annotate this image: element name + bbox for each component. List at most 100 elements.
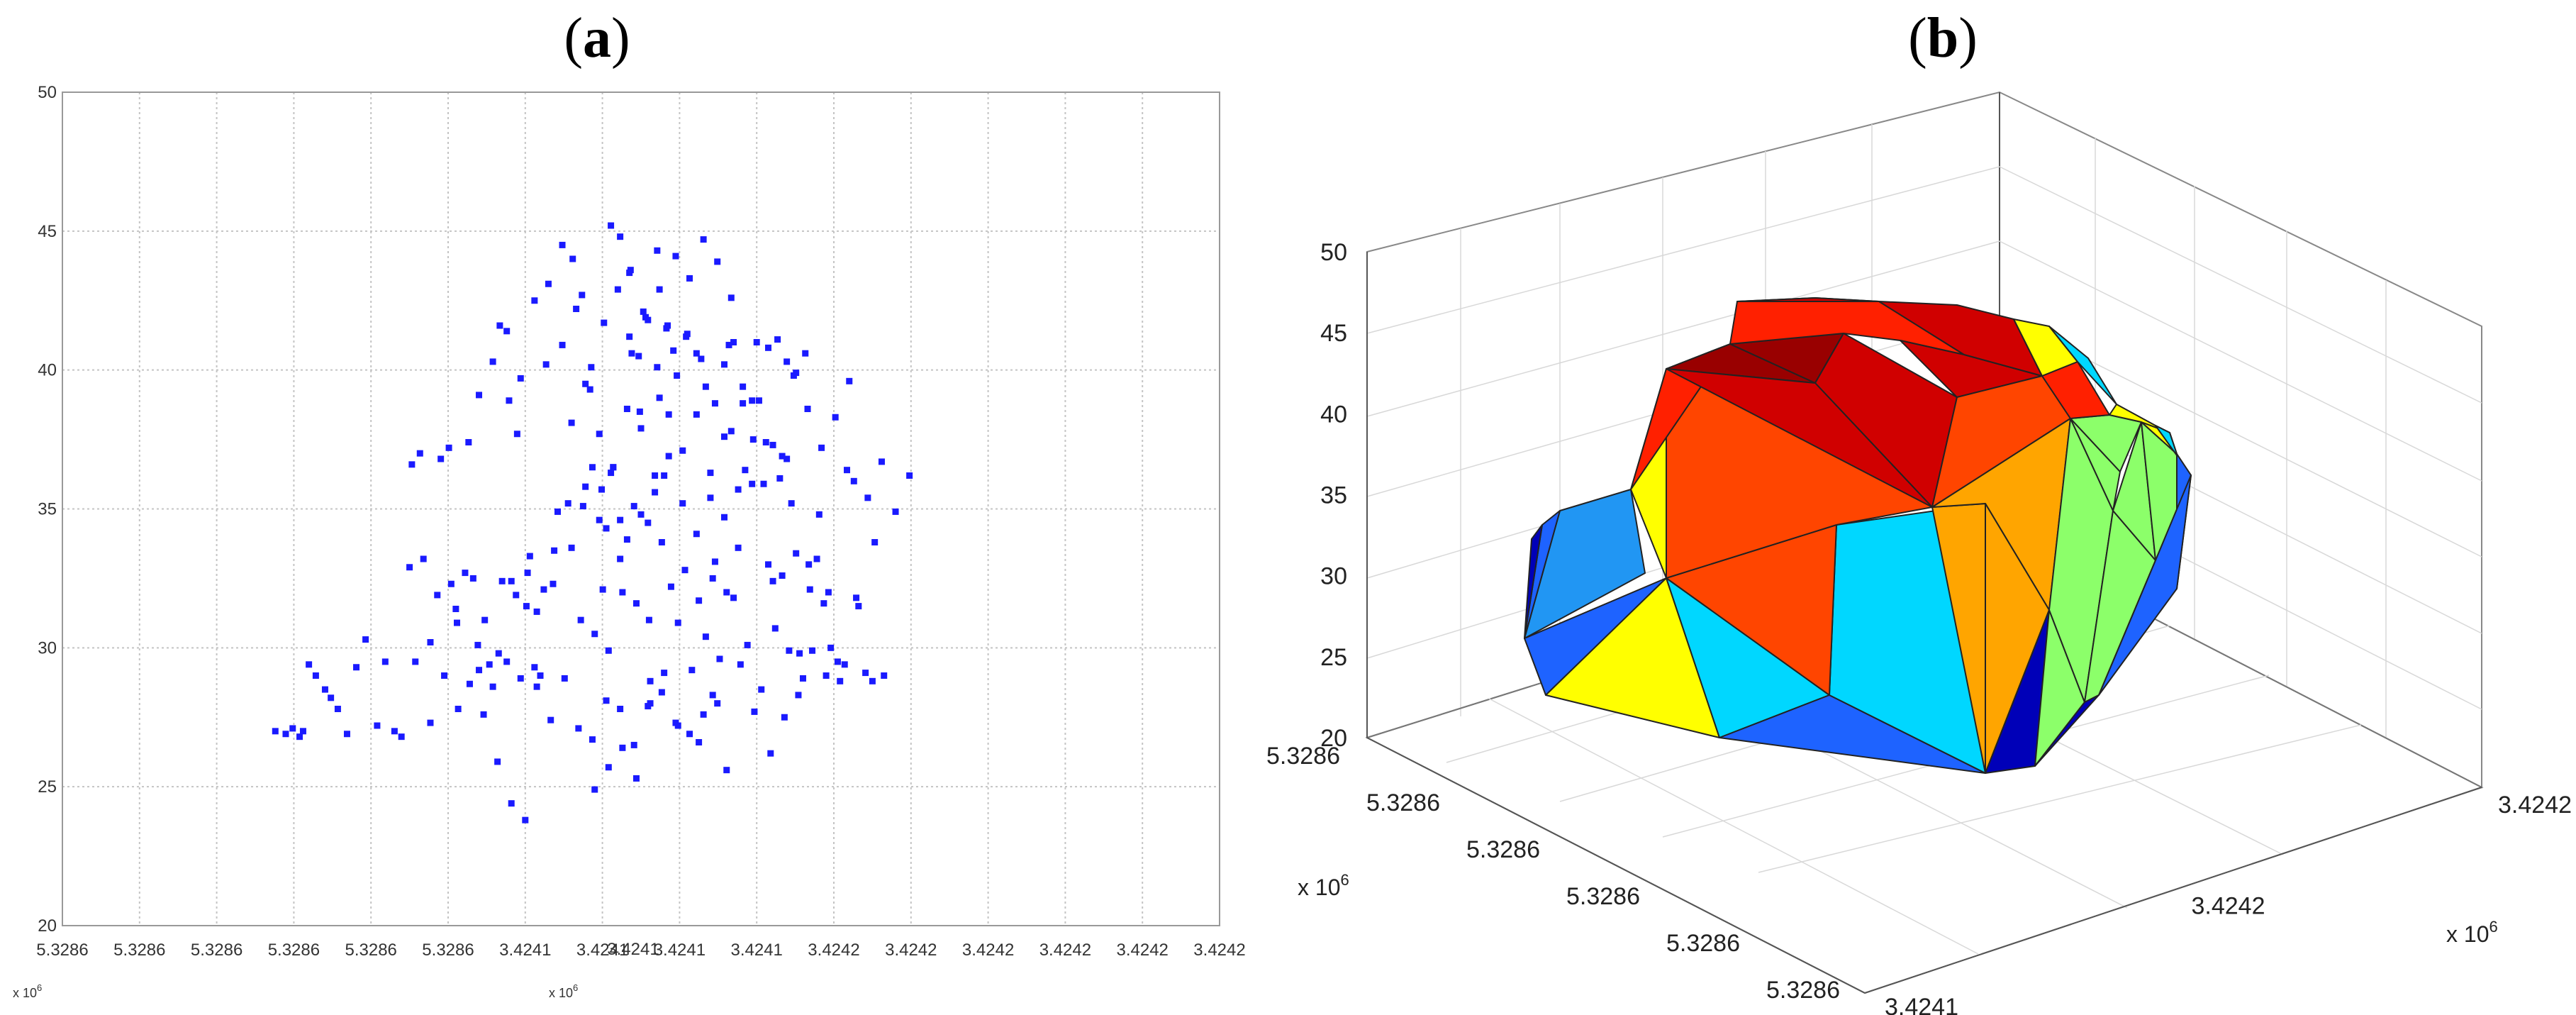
scatter-point xyxy=(779,572,786,579)
surface-face xyxy=(2109,404,2170,433)
scatter-point xyxy=(398,733,405,741)
scatter-point xyxy=(603,525,610,532)
scatter-point xyxy=(740,383,747,390)
scatter-point xyxy=(465,439,472,445)
scatter-point xyxy=(503,328,511,335)
scatter-point xyxy=(636,408,643,415)
scatter-point xyxy=(645,519,652,526)
scatter-point xyxy=(709,575,716,582)
scatter-point xyxy=(517,675,524,682)
scatter-x-exponent-mid: x 106 xyxy=(549,982,578,1000)
scatter-point xyxy=(582,483,589,490)
scatter-point xyxy=(762,439,769,445)
scatter-x-tick-label: 3.4242 xyxy=(885,941,937,960)
scatter-point xyxy=(640,308,647,315)
scatter-point xyxy=(843,467,850,474)
scatter-point xyxy=(784,455,791,462)
scatter-point xyxy=(767,750,774,757)
scatter-point xyxy=(517,375,524,382)
surface-face xyxy=(1666,368,1933,508)
scatter-point xyxy=(568,419,575,426)
scatter-point xyxy=(496,322,503,329)
scatter-point xyxy=(681,567,688,574)
scatter-x-tick-label: 3.4241 xyxy=(499,941,551,960)
scatter-point xyxy=(837,677,844,684)
scatter-y-tick-label: 20 xyxy=(38,916,57,936)
surface-x-exponent: x 106 xyxy=(1298,871,1349,900)
scatter-point xyxy=(702,633,709,640)
scatter-point xyxy=(416,450,423,457)
scatter-y-tick-label: 40 xyxy=(38,361,57,380)
scatter-point xyxy=(696,739,703,745)
scatter-point xyxy=(474,641,481,648)
scatter-point xyxy=(749,397,756,404)
panel-b-label: (b) xyxy=(1908,7,1978,70)
scatter-point xyxy=(526,553,533,560)
scatter-point xyxy=(906,472,913,479)
scatter-point xyxy=(480,711,487,718)
scatter-point xyxy=(679,447,686,454)
scatter-point xyxy=(605,647,612,654)
scatter-point xyxy=(441,672,448,679)
scatter-point xyxy=(654,247,661,254)
scatter-x-tick-label: 3.4241 xyxy=(654,941,706,960)
scatter-point xyxy=(793,370,800,377)
scatter-x-tick-label: 5.3286 xyxy=(191,941,242,960)
scatter-point xyxy=(656,394,663,401)
scatter-point xyxy=(714,258,721,265)
surface-x-tick-label: 5.3286 xyxy=(1766,977,1840,1004)
scatter-point xyxy=(853,594,860,601)
scatter-point xyxy=(769,441,776,448)
scatter-point xyxy=(282,731,289,738)
scatter-point xyxy=(353,664,360,671)
scatter-point xyxy=(614,286,621,293)
scatter-point xyxy=(579,292,586,299)
scatter-point xyxy=(744,641,751,648)
scatter-point xyxy=(312,672,319,679)
scatter-point xyxy=(610,464,617,471)
scatter-point xyxy=(617,706,624,712)
surface-y-tick-label: 3.4242 xyxy=(2498,792,2572,819)
scatter-point xyxy=(617,555,624,562)
scatter-point xyxy=(632,775,640,782)
surface-y-tick-label: 3.4242 xyxy=(2192,893,2265,920)
scatter-point xyxy=(749,480,756,487)
scatter-point xyxy=(799,675,806,682)
scatter-point xyxy=(693,411,700,418)
scatter-point xyxy=(760,480,767,487)
scatter-point xyxy=(289,725,296,732)
scatter-x-tick-label: 5.3286 xyxy=(113,941,165,960)
scatter-x-tick-label: 3.4242 xyxy=(962,941,1014,960)
scatter-point xyxy=(645,616,652,623)
scatter-point xyxy=(573,306,580,312)
scatter-point xyxy=(569,255,576,262)
scatter-point xyxy=(806,586,813,593)
scatter-point xyxy=(617,233,624,240)
scatter-point xyxy=(476,667,483,674)
scatter-x-tick-label: 5.3286 xyxy=(268,941,320,960)
scatter-point xyxy=(476,392,483,399)
scatter-point xyxy=(727,428,735,435)
scatter-point xyxy=(589,736,596,743)
scatter-point xyxy=(813,555,820,562)
scatter-point xyxy=(608,222,615,229)
scatter-point xyxy=(755,397,762,404)
scatter-point xyxy=(795,692,802,699)
scatter-point xyxy=(892,508,899,515)
scatter-point xyxy=(805,561,813,568)
scatter-point xyxy=(575,725,582,732)
surface-z-tick-label: 40 xyxy=(1320,401,1347,428)
scatter-point xyxy=(513,592,520,599)
scatter-x-tick-label: 5.3286 xyxy=(36,941,88,960)
scatter-point xyxy=(540,586,547,593)
surface-y-ticks: 3.4241 3.4242 3.4242 xyxy=(1885,792,2572,1015)
surface-face xyxy=(2098,475,2192,696)
scatter-point xyxy=(628,350,635,357)
scatter-points xyxy=(272,222,913,823)
scatter-point xyxy=(508,800,515,807)
scatter-point xyxy=(272,728,279,735)
scatter-point xyxy=(637,425,645,432)
